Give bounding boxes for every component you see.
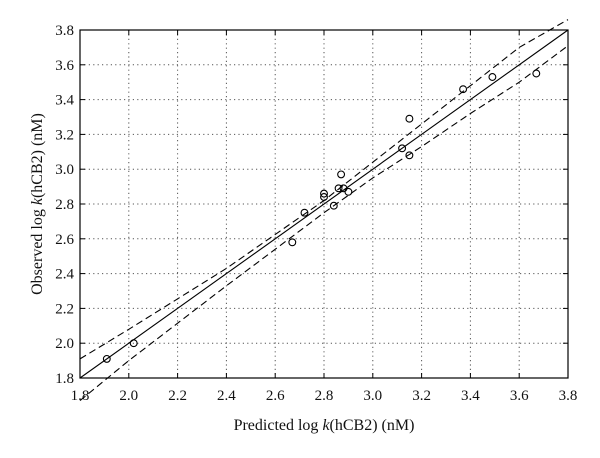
y-tick-label: 2.4	[55, 267, 74, 283]
data-point	[329, 201, 338, 210]
data-point	[320, 189, 328, 198]
y-axis-label: Observed log k(hCB2) (nM)	[29, 113, 46, 295]
axis-ticks	[79, 29, 569, 379]
x-tick-label: 3.0	[363, 388, 382, 404]
x-tick-labels: 1.8 2.0 2.2 2.4 2.6 2.8 3.0 3.2 3.4 3.6 3.8	[71, 388, 578, 404]
data-point	[102, 354, 111, 363]
x-tick-label: 1.8	[71, 388, 90, 404]
data-point	[288, 238, 297, 247]
fit-line	[79, 29, 569, 379]
x-tick-label: 3.6	[510, 388, 529, 404]
x-tick-label: 2.6	[266, 388, 285, 404]
y-tick-label: 3.6	[55, 58, 74, 74]
data-points	[102, 69, 541, 363]
y-tick-label: 3.4	[55, 93, 74, 109]
data-point	[532, 69, 541, 78]
x-axis-label: Predicted log k(hCB2) (nM)	[234, 417, 415, 434]
data-point	[405, 151, 414, 160]
x-tick-label: 3.4	[461, 388, 480, 404]
x-tick-label: 2.8	[315, 388, 334, 404]
x-tick-label: 2.2	[168, 388, 187, 404]
y-tick-label: 3.8	[55, 23, 74, 39]
data-point	[129, 339, 138, 348]
x-tick-label: 2.4	[217, 388, 236, 404]
y-tick-label: 2.0	[55, 336, 74, 352]
data-point	[344, 187, 353, 196]
y-tick-label: 3.2	[55, 127, 74, 143]
regression-line	[79, 29, 569, 379]
x-tick-label: 3.2	[412, 388, 431, 404]
data-point	[300, 208, 309, 217]
data-point	[337, 170, 346, 179]
data-point	[334, 184, 343, 193]
x-tick-label: 3.8	[559, 388, 578, 404]
upper-confidence-line	[79, 19, 569, 360]
y-tick-label: 2.8	[55, 197, 74, 213]
lower-confidence-line	[79, 45, 569, 402]
confidence-band	[79, 19, 569, 402]
y-tick-label: 1.8	[55, 371, 74, 387]
data-point	[405, 114, 414, 123]
gridlines	[80, 30, 568, 378]
y-tick-label: 2.2	[55, 301, 74, 317]
data-point	[459, 85, 468, 94]
x-tick-label: 2.0	[119, 388, 138, 404]
y-tick-label: 3.0	[55, 162, 74, 178]
data-point	[488, 73, 497, 81]
data-point	[398, 144, 407, 153]
y-tick-labels: 1.8 2.0 2.2 2.4 2.6 2.8 3.0 3.2 3.4 3.6 3.8	[55, 23, 74, 387]
y-tick-label: 2.6	[55, 232, 74, 248]
data-point	[320, 193, 328, 201]
